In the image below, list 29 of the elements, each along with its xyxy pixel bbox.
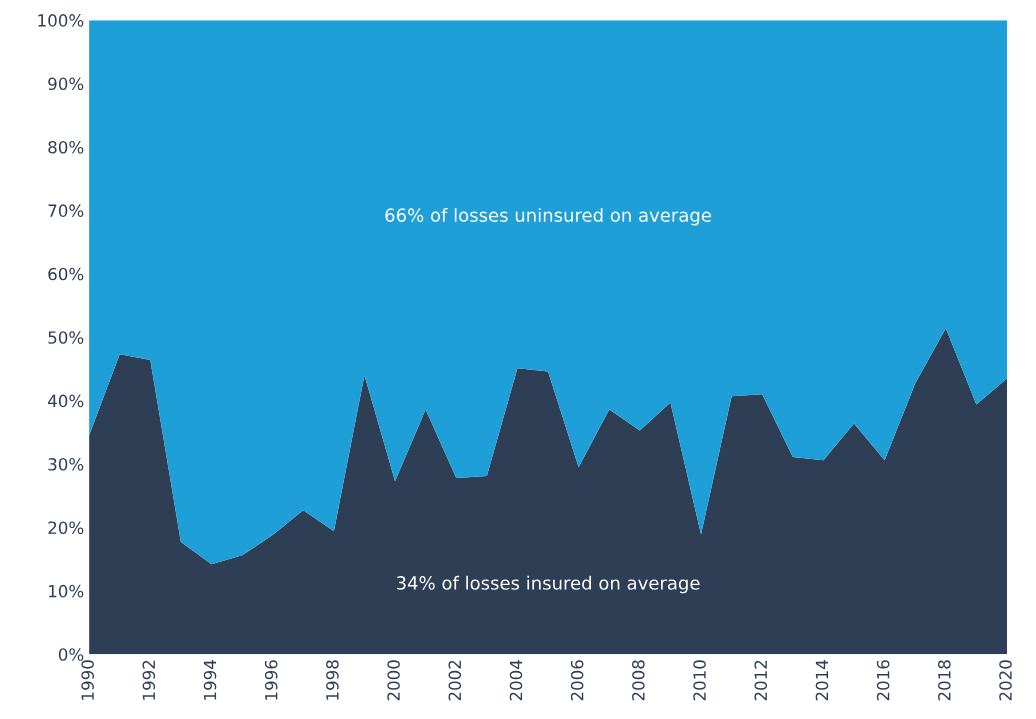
- annotation: 66% of losses uninsured on average: [385, 207, 711, 226]
- y-tick-label: 50%: [48, 331, 84, 344]
- y-tick-label: 60%: [48, 267, 84, 281]
- x-tick-label: 2016: [876, 660, 890, 701]
- annotation: 34% of losses insured on average: [396, 575, 700, 594]
- y-tick-label: 90%: [48, 77, 84, 91]
- y-tick-label: 10%: [49, 584, 84, 598]
- x-tick-label: 2014: [815, 660, 829, 701]
- x-tick-label: 2018: [938, 660, 951, 701]
- x-tick-label: 2012: [754, 660, 768, 701]
- x-tick-label: 2020: [999, 660, 1012, 701]
- x-tick-label: 2000: [387, 660, 400, 701]
- y-tick-label: 100%: [38, 14, 84, 27]
- x-tick-label: 1992: [142, 660, 156, 700]
- x-tick-label: 2002: [448, 660, 462, 701]
- x-tick-label: 1998: [326, 660, 339, 700]
- y-tick-label: 40%: [48, 394, 84, 408]
- x-tick-label: 1996: [264, 660, 278, 700]
- y-tick-label: 30%: [48, 458, 84, 471]
- x-tick-label: 2004: [509, 660, 523, 701]
- x-tick-label: 2008: [632, 660, 645, 701]
- y-tick-label: 20%: [48, 521, 84, 535]
- x-tick-label: 2006: [570, 660, 584, 701]
- y-tick-label: 70%: [48, 204, 84, 217]
- x-tick-label: 2010: [693, 660, 706, 701]
- x-tick-label: 1990: [81, 660, 94, 700]
- x-tick-label: 1994: [203, 660, 217, 700]
- y-tick-label: 80%: [48, 140, 84, 154]
- y-tick-label: 0%: [58, 648, 84, 661]
